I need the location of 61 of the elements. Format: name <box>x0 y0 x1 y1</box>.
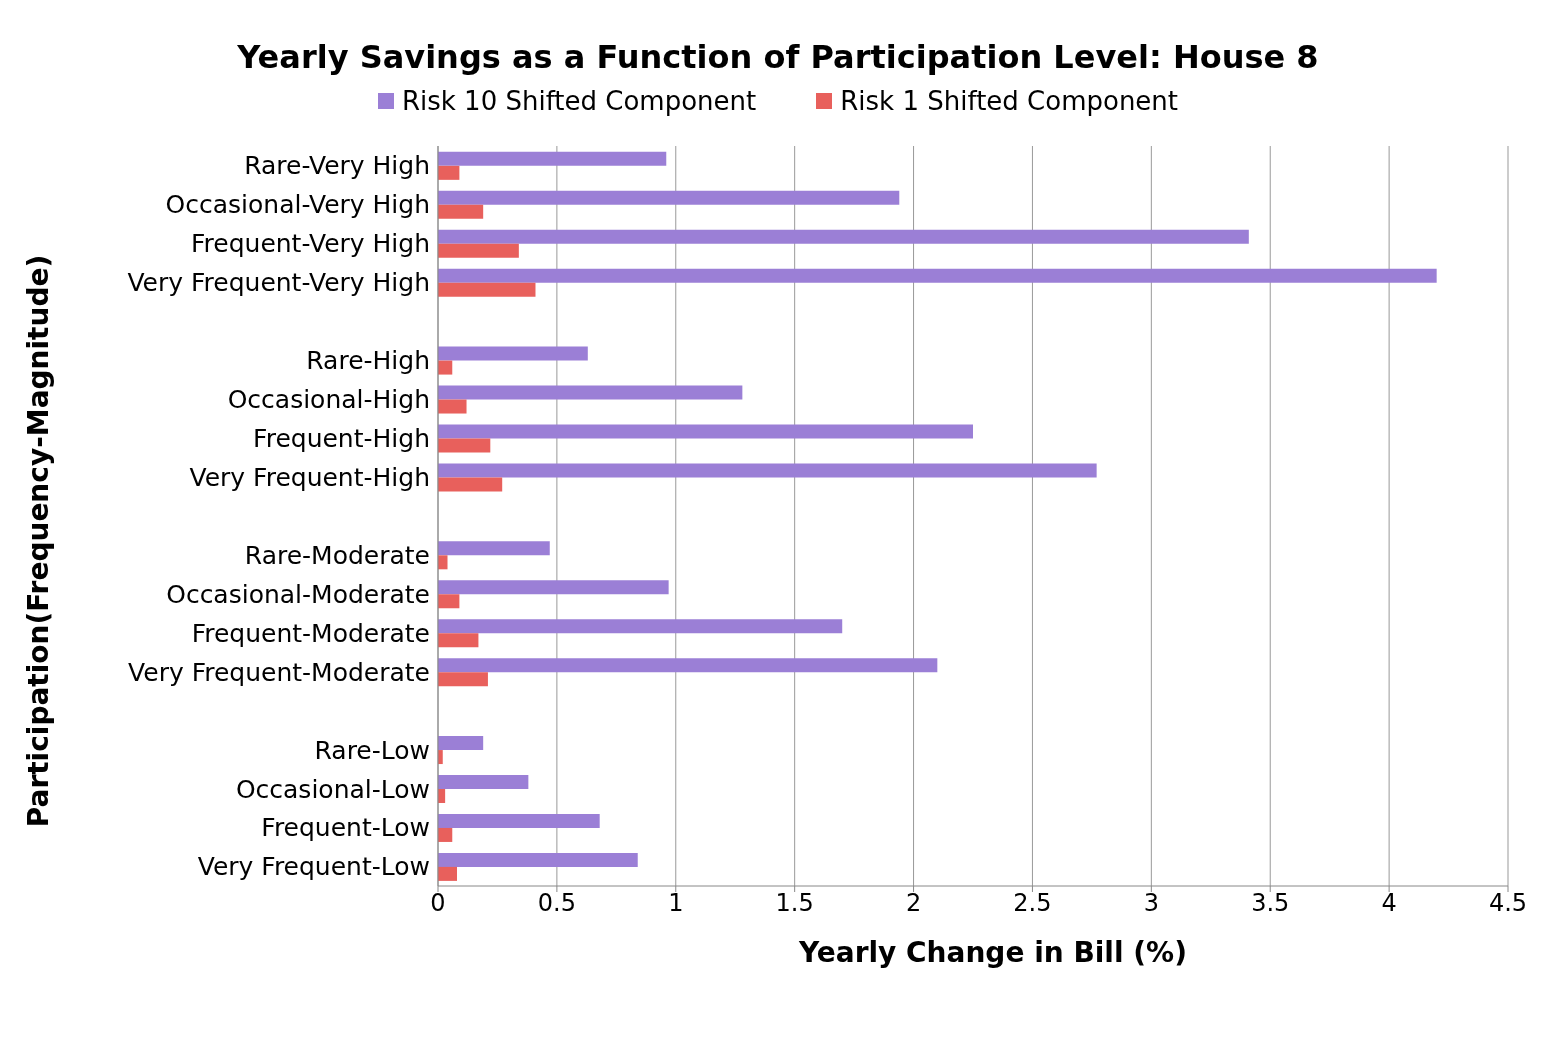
bar <box>438 555 448 570</box>
y-tick-label: Very Frequent-Moderate <box>128 657 430 687</box>
y-tick-label: Occasional-High <box>227 385 430 415</box>
y-tick-label: Occasional-Low <box>235 774 430 804</box>
y-tick-label: Occasional-Moderate <box>166 579 430 609</box>
x-tick-label: 4.5 <box>1488 889 1528 918</box>
bar <box>438 360 453 375</box>
y-tick-label: Rare-Very High <box>244 151 430 181</box>
chart-title: Yearly Savings as a Function of Participation Level: House 8 <box>236 37 1320 76</box>
y-tick-label: Frequent-Moderate <box>191 618 430 648</box>
bar <box>438 866 458 881</box>
x-axis-title: Yearly Change in Bill (%) <box>798 936 1188 969</box>
bar <box>438 658 938 673</box>
bar <box>438 633 479 648</box>
bar <box>438 463 1097 478</box>
bar <box>438 477 503 492</box>
bar <box>438 580 669 595</box>
x-tick-label: 4 <box>1381 889 1397 918</box>
bar <box>438 736 484 751</box>
x-tick-label: 2.5 <box>1013 889 1052 918</box>
bar <box>438 594 460 609</box>
bar <box>438 672 488 687</box>
x-tick-label: 0.5 <box>537 889 576 918</box>
y-tick-label: Very Frequent-High <box>189 462 430 492</box>
bar <box>438 204 484 219</box>
y-tick-label: Frequent-Low <box>261 813 430 843</box>
y-tick-label: Frequent-Very High <box>191 229 430 259</box>
x-tick-label: 1 <box>668 889 684 918</box>
bar <box>438 813 600 828</box>
bar <box>438 243 519 258</box>
y-tick-label: Rare-Low <box>314 735 430 765</box>
bar <box>438 165 460 180</box>
bar <box>438 619 843 634</box>
bar <box>438 827 453 842</box>
bar <box>438 346 588 361</box>
x-tick-label: 3 <box>1143 889 1159 918</box>
bar <box>438 229 1249 244</box>
legend-label: Risk 10 Shifted Component <box>401 86 757 116</box>
bar <box>438 438 491 453</box>
y-axis-title: Participation(Frequency-Magnitude) <box>21 254 55 828</box>
bar <box>438 385 743 400</box>
y-tick-label: Rare-Moderate <box>244 540 430 570</box>
bar <box>438 268 1437 283</box>
bar <box>438 190 900 205</box>
bar <box>438 282 536 297</box>
y-tick-label: Frequent-High <box>253 423 430 453</box>
y-tick-label: Very Frequent-Very High <box>127 268 430 298</box>
y-tick-label: Rare-High <box>306 346 430 376</box>
bar <box>438 424 973 439</box>
x-tick-label: 2 <box>905 889 922 918</box>
bar <box>438 399 467 414</box>
bar <box>438 541 550 556</box>
bar <box>438 852 638 867</box>
bar <box>438 775 529 789</box>
legend-label: Risk 1 Shifted Component <box>840 86 1179 116</box>
x-tick-label: 0 <box>430 889 446 918</box>
y-tick-label: Very Frequent-Low <box>197 852 430 882</box>
bar <box>438 151 667 166</box>
y-tick-label: Occasional-Very High <box>165 190 430 220</box>
x-tick-label: 3.5 <box>1251 889 1290 918</box>
x-tick-label: 1.5 <box>775 889 814 918</box>
